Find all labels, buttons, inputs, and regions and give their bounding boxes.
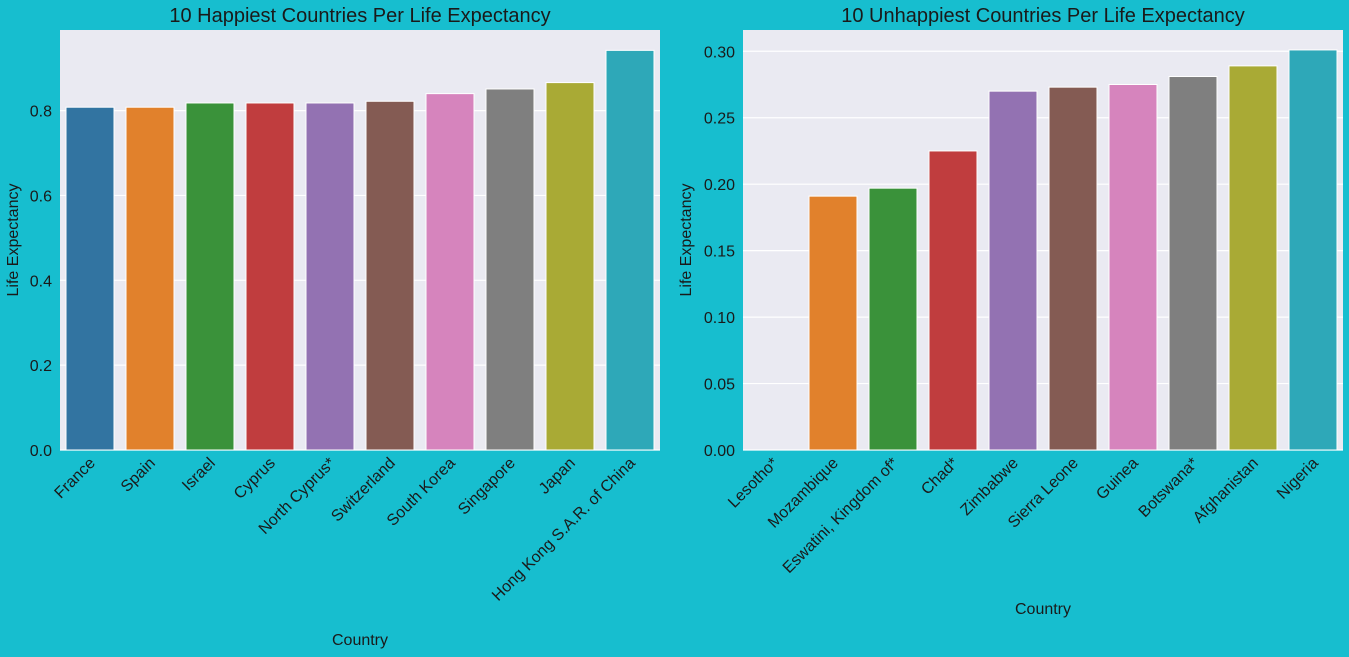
x-tick-label: France — [52, 455, 99, 502]
bar — [425, 93, 475, 451]
x-tick-label: Botswana* — [1136, 455, 1202, 521]
bar — [1168, 76, 1218, 451]
x-tick-label: Guinea — [1093, 455, 1142, 504]
x-tick-label: Chad* — [918, 455, 961, 498]
x-tick-label: Zimbabwe — [958, 455, 1022, 519]
bar — [605, 49, 655, 451]
x-tick-label: Lesotho* — [725, 455, 782, 512]
unhappiest-chart: 10 Unhappiest Countries Per Life Expecta… — [678, 5, 1343, 618]
y-tick-label: 0.8 — [30, 104, 52, 121]
y-tick-label: 0.30 — [704, 44, 735, 61]
y-tick-label: 0.20 — [704, 177, 735, 194]
y-axis-label: Life Expectancy — [678, 184, 695, 297]
bar — [485, 88, 535, 451]
bar — [185, 102, 235, 451]
y-tick-label: 0.6 — [30, 188, 52, 205]
bar — [1288, 49, 1338, 451]
bar — [868, 187, 918, 451]
y-tick-label: 0.4 — [30, 273, 52, 290]
bar — [545, 82, 595, 451]
y-tick-label: 0.00 — [704, 443, 735, 460]
chart-title: 10 Unhappiest Countries Per Life Expecta… — [841, 5, 1245, 27]
x-tick-label: Spain — [118, 455, 159, 496]
happiest-chart: 10 Happiest Countries Per Life Expectanc… — [5, 5, 660, 649]
x-tick-label: Israel — [179, 455, 219, 495]
bar — [245, 102, 295, 451]
x-tick-label: Nigeria — [1274, 455, 1322, 503]
bar — [928, 150, 978, 451]
y-axis-label: Life Expectancy — [5, 184, 22, 297]
bar — [1048, 86, 1098, 451]
y-tick-label: 0.10 — [704, 310, 735, 327]
chart-title: 10 Happiest Countries Per Life Expectanc… — [169, 5, 550, 27]
x-tick-label: Singapore — [455, 455, 519, 519]
x-tick-label: Cyprus — [231, 455, 279, 503]
bar — [125, 106, 175, 451]
bar — [1108, 83, 1158, 451]
y-tick-label: 0.2 — [30, 358, 52, 375]
bar — [988, 90, 1038, 451]
y-tick-label: 0.05 — [704, 377, 735, 394]
bar — [365, 100, 415, 451]
x-axis-label: Country — [1015, 601, 1071, 618]
bar — [808, 195, 858, 451]
bar — [1228, 65, 1278, 451]
x-tick-label: Afghanistan — [1190, 455, 1262, 527]
x-tick-label: Japan — [536, 455, 579, 498]
bar — [65, 106, 115, 451]
x-axis-label: Country — [332, 632, 388, 649]
x-tick-label: Eswatini, Kingdom of* — [780, 455, 902, 577]
bar — [305, 102, 355, 451]
y-tick-label: 0.0 — [30, 443, 52, 460]
y-tick-label: 0.25 — [704, 111, 735, 128]
y-tick-label: 0.15 — [704, 244, 735, 261]
